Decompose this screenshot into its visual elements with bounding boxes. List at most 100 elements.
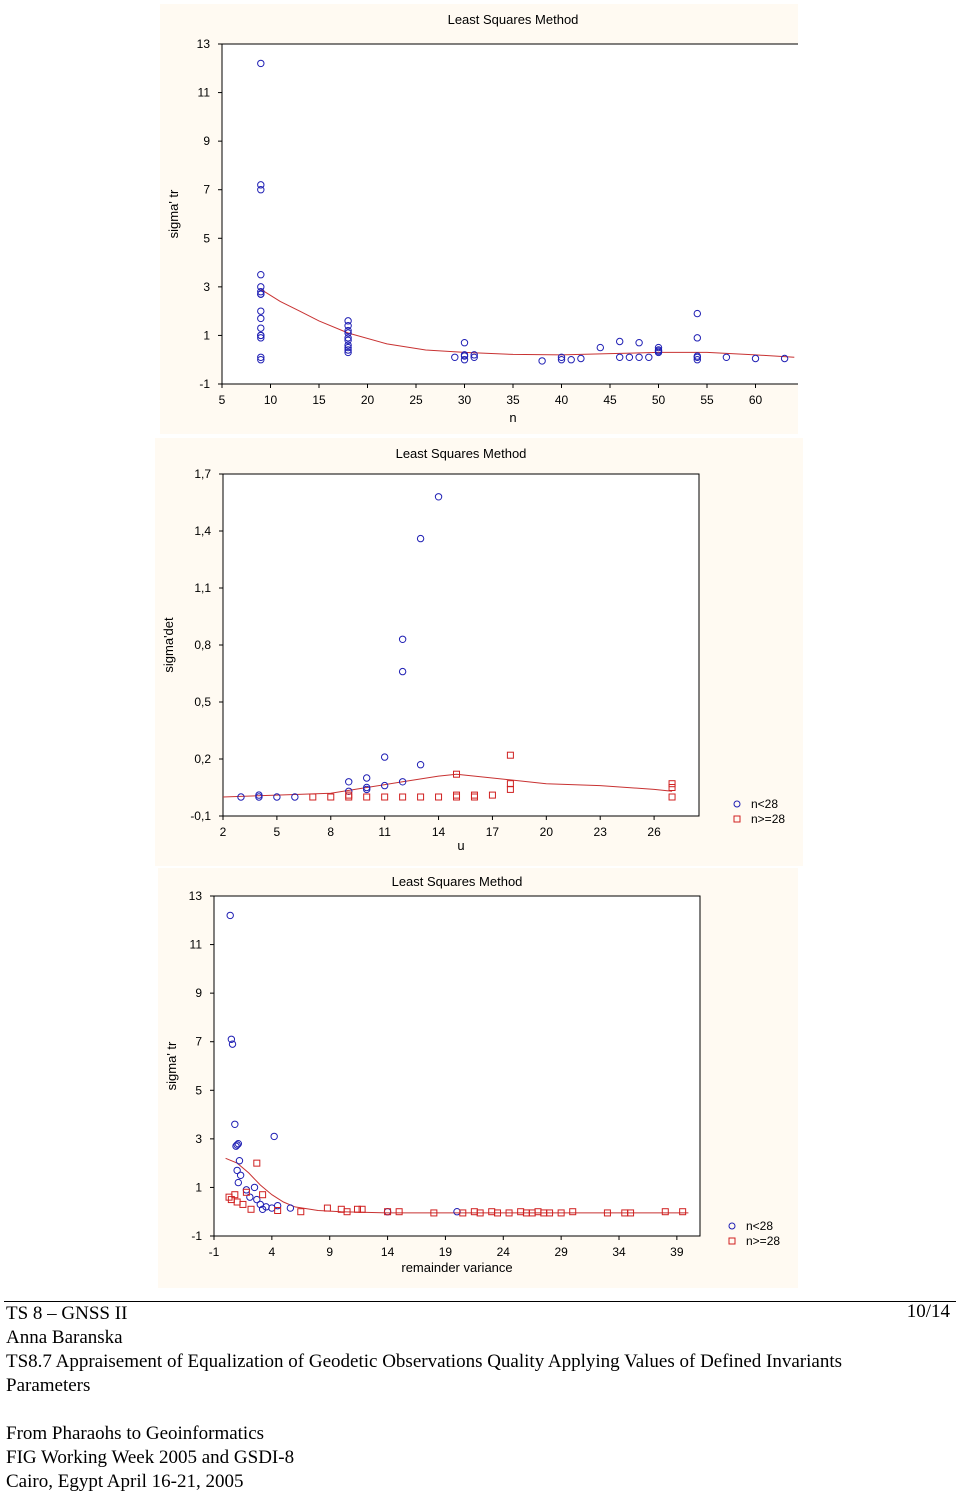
data-point-circle xyxy=(228,1040,237,1048)
x-tick-label: 17 xyxy=(486,825,500,839)
data-point-circle xyxy=(434,493,443,501)
data-point-circle xyxy=(654,347,663,355)
chart-title: Least Squares Method xyxy=(448,12,579,27)
data-point-square xyxy=(247,1205,255,1213)
x-tick-label: 50 xyxy=(652,393,666,407)
x-tick-label: 5 xyxy=(274,825,281,839)
data-point-circle xyxy=(257,314,265,323)
legend-label: n<28 xyxy=(751,797,778,811)
data-point-square xyxy=(327,793,335,801)
data-point-circle xyxy=(362,785,371,794)
data-point-circle xyxy=(253,1195,261,1204)
data-point-circle xyxy=(255,793,263,801)
chart-sigma-det-vs-u: Least Squares Method 2 5 8 11 14 17 20 23 26 -0,1 0… xyxy=(161,446,785,853)
x-tick-label: 29 xyxy=(554,1245,568,1259)
y-tick-label: 5 xyxy=(203,231,210,245)
data-point-circle xyxy=(257,331,265,340)
data-point-circle xyxy=(257,181,265,189)
chart-panel-2: Least Squares Method 2 5 8 11 14 17 20 23 26 -0,1 0… xyxy=(155,438,803,866)
x-tick-label: 15 xyxy=(312,393,326,407)
data-point-square xyxy=(384,1208,392,1216)
data-point-circle xyxy=(257,271,265,279)
page-footer: TS 8 – GNSS II 10/14 Anna Baranska TS8.7… xyxy=(0,1298,960,1495)
data-point-square xyxy=(679,1208,687,1216)
data-point-circle xyxy=(257,59,265,68)
data-point-square xyxy=(506,780,514,788)
x-tick-label: 65 xyxy=(797,393,798,407)
data-point-circle xyxy=(345,778,353,786)
legend-label: n>=28 xyxy=(751,812,785,826)
x-tick-label: 20 xyxy=(361,393,375,407)
legend-label: n>=28 xyxy=(746,1234,780,1248)
y-tick-label: 1 xyxy=(203,328,210,342)
y-tick-label: -1 xyxy=(199,377,210,391)
data-point-circle xyxy=(236,1171,245,1179)
data-point-square xyxy=(603,1209,611,1217)
data-point-square xyxy=(343,1208,351,1216)
data-point-circle xyxy=(257,307,265,315)
data-point-circle xyxy=(616,337,624,346)
data-point-circle xyxy=(257,288,265,296)
data-point-square xyxy=(309,793,317,801)
paper-title-line-2: Parameters xyxy=(6,1375,91,1396)
data-point-circle xyxy=(234,1140,243,1148)
data-point-square xyxy=(231,1191,239,1199)
x-tick-label: 39 xyxy=(670,1245,684,1259)
y-tick-label: 1 xyxy=(195,1180,202,1194)
data-point-square xyxy=(459,1209,467,1217)
y-tick-label: 7 xyxy=(203,183,210,197)
data-point-circle xyxy=(257,353,265,361)
data-point-circle xyxy=(693,309,701,318)
data-point-square xyxy=(470,791,478,799)
paper-title-line-1: TS8.7 Appraisement of Equalization of Ge… xyxy=(6,1351,842,1372)
x-tick-label: 26 xyxy=(647,825,661,839)
data-point-circle xyxy=(344,336,352,344)
y-tick-label: 1,1 xyxy=(194,581,211,595)
data-point-circle xyxy=(270,1132,278,1141)
x-tick-label: 14 xyxy=(381,1245,395,1259)
x-tick-label: 24 xyxy=(497,1245,511,1259)
data-point-circle xyxy=(398,778,407,786)
data-point-square xyxy=(569,1208,577,1216)
data-point-circle xyxy=(693,356,701,364)
data-point-circle xyxy=(625,353,634,361)
y-tick-label: 3 xyxy=(195,1132,202,1146)
author-name: Anna Baranska xyxy=(6,1327,123,1348)
data-point-circle xyxy=(344,322,352,330)
y-tick-label: 3 xyxy=(203,280,210,294)
data-point-circle xyxy=(255,791,263,799)
data-point-circle xyxy=(538,357,546,365)
plot-area xyxy=(222,473,700,817)
fit-curve xyxy=(225,1157,689,1214)
data-point-square xyxy=(253,1159,261,1167)
session-label: TS 8 – GNSS II xyxy=(6,1303,128,1324)
data-point-circle xyxy=(380,781,389,790)
legend-marker-circle xyxy=(728,1222,736,1230)
legend-marker-circle xyxy=(733,800,741,808)
data-point-square xyxy=(363,793,371,801)
y-tick-label: 11 xyxy=(198,86,211,100)
data-point-square xyxy=(358,1205,366,1213)
y-axis-label: sigma' tr xyxy=(164,1041,179,1090)
data-point-square xyxy=(668,793,676,801)
chart-title: Least Squares Method xyxy=(392,874,523,889)
chart-title: Least Squares Method xyxy=(396,446,527,461)
plot-area xyxy=(213,895,701,1237)
y-tick-label: 9 xyxy=(195,986,202,1000)
data-point-circle xyxy=(398,635,407,644)
data-point-circle xyxy=(398,667,407,676)
data-point-square xyxy=(453,770,461,778)
x-tick-label: 23 xyxy=(594,825,608,839)
data-point-circle xyxy=(567,356,575,364)
event-line-2: FIG Working Week 2005 and GSDI-8 xyxy=(6,1447,295,1468)
y-axis-label: sigma'det xyxy=(161,617,176,673)
data-point-circle xyxy=(344,346,352,354)
y-tick-label: 7 xyxy=(195,1035,202,1049)
y-tick-label: 0,2 xyxy=(194,752,211,766)
x-axis-label: remainder variance xyxy=(401,1260,512,1275)
data-point-circle xyxy=(362,774,371,782)
data-point-circle xyxy=(273,793,281,801)
data-point-circle xyxy=(257,283,265,291)
data-point-square xyxy=(476,1209,484,1217)
